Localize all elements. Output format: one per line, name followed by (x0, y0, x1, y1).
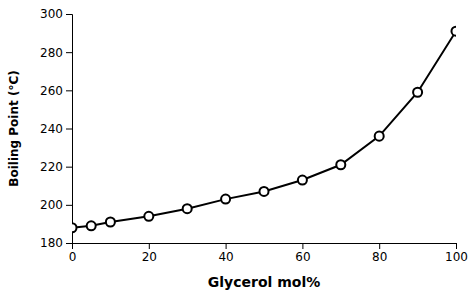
tick: 20 (142, 243, 157, 264)
tick-mark (66, 243, 72, 244)
tick-mark (66, 205, 72, 206)
point (298, 176, 307, 185)
point (106, 217, 115, 226)
tick-label: 180 (40, 236, 63, 250)
y-axis: 180 200 220 240 260 280 300 (40, 7, 72, 250)
point (87, 221, 96, 230)
tick-label: 60 (295, 250, 310, 264)
plot-area: 0 20 40 60 80 100 180 200 220 240 260 280 300 (40, 7, 468, 263)
tick: 80 (372, 243, 387, 264)
tick: 280 (40, 46, 72, 60)
tick: 60 (295, 243, 310, 264)
tick-mark (379, 243, 380, 249)
tick-mark (66, 90, 72, 91)
tick-mark (149, 243, 150, 249)
tick-label: 200 (40, 198, 63, 212)
tick-mark (66, 14, 72, 15)
tick-label: 220 (40, 160, 63, 174)
chart-container: 0 20 40 60 80 100 180 200 220 240 260 280 300 Glycero… (0, 0, 474, 299)
line (72, 31, 456, 228)
tick-label: 300 (40, 7, 63, 21)
point (183, 204, 192, 213)
tick-mark (66, 167, 72, 168)
point (413, 88, 422, 97)
tick: 260 (40, 84, 72, 98)
y-axis-title: Boiling Point (°C) (7, 70, 21, 186)
tick-label: 0 (69, 250, 77, 264)
point (72, 223, 77, 232)
tick-label: 100 (445, 250, 468, 264)
tick-label: 240 (40, 122, 63, 136)
point (259, 187, 268, 196)
point (451, 27, 456, 36)
tick-mark (456, 243, 457, 249)
tick: 0 (69, 243, 77, 264)
tick: 200 (40, 198, 72, 212)
marks (72, 27, 456, 233)
point (336, 160, 345, 169)
tick-mark (302, 243, 303, 249)
tick-mark (66, 52, 72, 53)
tick-mark (66, 129, 72, 130)
tick-mark (226, 243, 227, 249)
x-axis-title: Glycerol mol% (208, 274, 320, 290)
tick-label: 20 (142, 250, 157, 264)
tick-label: 80 (372, 250, 387, 264)
tick: 180 (40, 236, 72, 250)
tick-label: 280 (40, 46, 63, 60)
axis-line (66, 15, 73, 244)
tick: 40 (218, 243, 233, 264)
tick: 300 (40, 7, 72, 21)
point (221, 195, 230, 204)
axis-line (73, 244, 457, 250)
tick: 100 (445, 243, 468, 264)
tick: 220 (40, 160, 72, 174)
point (144, 212, 153, 221)
tick-label: 40 (218, 250, 233, 264)
tick: 240 (40, 122, 72, 136)
tick-label: 260 (40, 84, 63, 98)
point (375, 132, 384, 141)
x-axis: 0 20 40 60 80 100 (69, 243, 468, 264)
chart-svg: 0 20 40 60 80 100 180 200 220 240 260 280 300 Glycero… (0, 0, 474, 299)
